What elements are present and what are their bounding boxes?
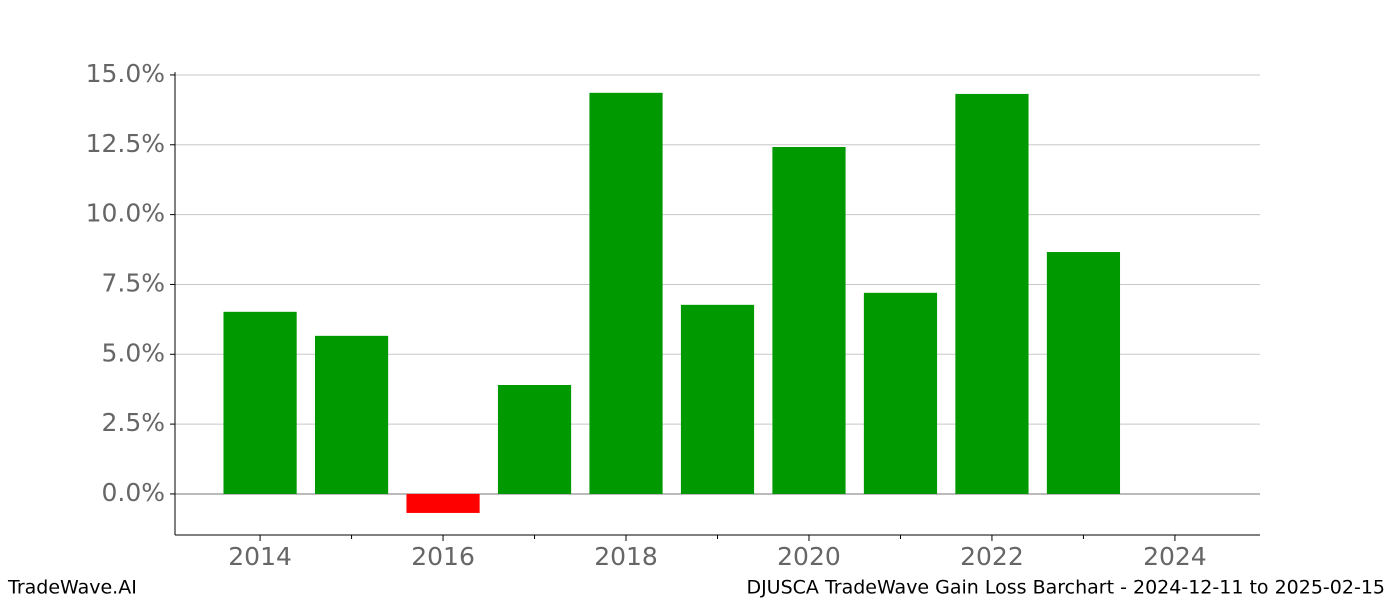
footer-left: TradeWave.AI xyxy=(7,577,137,599)
bar xyxy=(589,92,663,494)
y-tick-label: 5.0% xyxy=(101,338,165,367)
x-tick-label: 2016 xyxy=(411,542,475,571)
y-tick-label: 7.5% xyxy=(101,268,165,297)
bar xyxy=(955,93,1029,494)
bar xyxy=(406,493,480,513)
y-tick-label: 0.0% xyxy=(101,478,165,507)
footer-right: DJUSCA TradeWave Gain Loss Barchart - 20… xyxy=(746,577,1385,599)
x-tick-label: 2024 xyxy=(1143,542,1207,571)
y-tick-label: 2.5% xyxy=(101,408,165,437)
x-tick-label: 2018 xyxy=(594,542,658,571)
bar xyxy=(772,147,846,494)
y-tick-label: 12.5% xyxy=(86,129,165,158)
bar xyxy=(314,335,389,494)
bar xyxy=(497,384,572,494)
x-tick-label: 2014 xyxy=(228,542,292,571)
bar xyxy=(223,311,297,494)
y-tick-label: 10.0% xyxy=(86,199,165,228)
x-tick-label: 2022 xyxy=(960,542,1024,571)
bar xyxy=(680,304,755,494)
bar xyxy=(1046,252,1121,494)
x-tick-label: 2020 xyxy=(777,542,841,571)
y-tick-label: 15.0% xyxy=(86,59,165,88)
bar xyxy=(863,292,938,494)
